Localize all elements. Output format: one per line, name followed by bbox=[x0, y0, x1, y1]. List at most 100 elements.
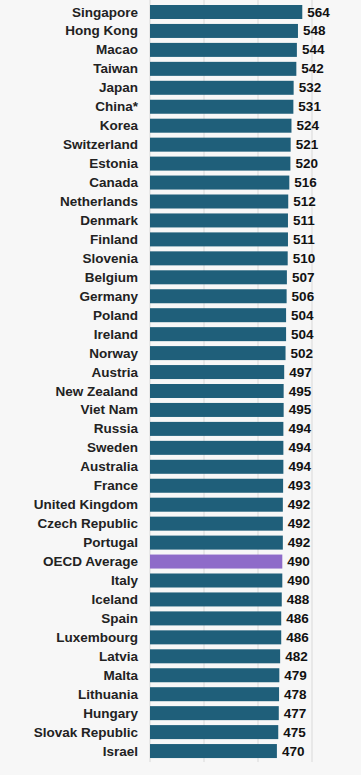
bar bbox=[150, 119, 291, 133]
data-label: 532 bbox=[299, 80, 322, 95]
bar bbox=[150, 327, 286, 341]
category-label: Singapore bbox=[72, 5, 139, 20]
data-label: 482 bbox=[285, 649, 308, 664]
category-label: OECD Average bbox=[43, 554, 139, 569]
category-label: Iceland bbox=[91, 592, 138, 607]
category-label: Israel bbox=[103, 744, 138, 759]
category-label: Poland bbox=[93, 308, 138, 323]
category-label: Slovak Republic bbox=[34, 725, 139, 740]
data-label: 504 bbox=[291, 308, 314, 323]
bar bbox=[150, 100, 293, 114]
data-label: 492 bbox=[288, 516, 311, 531]
bar bbox=[150, 422, 283, 436]
data-label: 494 bbox=[288, 440, 311, 455]
category-label: Viet Nam bbox=[80, 402, 138, 417]
category-label: United Kingdom bbox=[34, 497, 138, 512]
bar bbox=[150, 81, 294, 95]
bar bbox=[150, 536, 283, 550]
grid-line bbox=[258, 0, 259, 762]
category-label: Japan bbox=[99, 80, 138, 95]
data-label: 542 bbox=[301, 61, 324, 76]
bar bbox=[150, 460, 283, 474]
category-label: Germany bbox=[79, 289, 138, 304]
bar bbox=[150, 687, 279, 701]
category-label: Canada bbox=[89, 175, 138, 190]
category-label: Sweden bbox=[87, 440, 138, 455]
category-label: Spain bbox=[101, 611, 138, 626]
category-label: Taiwan bbox=[93, 61, 138, 76]
data-label: 521 bbox=[296, 137, 319, 152]
category-label: Malta bbox=[103, 668, 138, 683]
data-label: 479 bbox=[284, 668, 307, 683]
bar bbox=[150, 517, 283, 531]
bar bbox=[150, 384, 284, 398]
bar bbox=[150, 24, 298, 38]
data-label: 506 bbox=[292, 289, 315, 304]
data-label: 516 bbox=[294, 175, 317, 190]
data-label: 490 bbox=[287, 573, 310, 588]
data-label: 495 bbox=[289, 402, 312, 417]
data-label: 511 bbox=[293, 213, 315, 228]
data-label: 493 bbox=[288, 478, 311, 493]
data-label: 495 bbox=[289, 384, 312, 399]
category-label: Russia bbox=[94, 421, 139, 436]
category-label: Australia bbox=[80, 459, 138, 474]
data-label: 494 bbox=[288, 421, 311, 436]
data-label: 494 bbox=[288, 459, 311, 474]
bar bbox=[150, 668, 279, 682]
category-label: Netherlands bbox=[60, 194, 138, 209]
bar bbox=[150, 744, 277, 758]
bars bbox=[150, 5, 302, 758]
data-label: 492 bbox=[288, 535, 311, 550]
data-label: 486 bbox=[286, 630, 309, 645]
bar bbox=[150, 649, 280, 663]
data-label: 475 bbox=[283, 725, 306, 740]
data-label: 477 bbox=[284, 706, 307, 721]
category-label: Norway bbox=[89, 346, 138, 361]
bar bbox=[150, 213, 288, 227]
data-label: 486 bbox=[286, 611, 309, 626]
bar bbox=[150, 5, 302, 19]
grid bbox=[150, 0, 312, 762]
grid-line bbox=[312, 0, 313, 762]
bar bbox=[150, 346, 286, 360]
category-label: China* bbox=[95, 99, 139, 114]
data-label: 520 bbox=[295, 156, 318, 171]
data-label: 478 bbox=[284, 687, 307, 702]
category-label: Czech Republic bbox=[37, 516, 138, 531]
category-label: Hungary bbox=[83, 706, 138, 721]
category-label: Macao bbox=[96, 42, 138, 57]
data-label: 511 bbox=[293, 232, 315, 247]
bar bbox=[150, 365, 284, 379]
data-label: 502 bbox=[291, 346, 314, 361]
category-label: Estonia bbox=[89, 156, 138, 171]
grid-line bbox=[150, 0, 151, 762]
category-label: Hong Kong bbox=[65, 23, 138, 38]
category-label: Korea bbox=[100, 118, 139, 133]
category-label: Portugal bbox=[83, 535, 138, 550]
chart: Singapore564Hong Kong548Macao544Taiwan54… bbox=[0, 0, 361, 775]
bar bbox=[150, 574, 282, 588]
category-label: Slovenia bbox=[82, 251, 138, 266]
category-label: Latvia bbox=[99, 649, 139, 664]
bar bbox=[150, 270, 287, 284]
category-label: Lithuania bbox=[78, 687, 138, 702]
data-label: 512 bbox=[293, 194, 316, 209]
bar bbox=[150, 725, 278, 739]
category-label: Belgium bbox=[85, 270, 138, 285]
category-label: Austria bbox=[91, 365, 138, 380]
labels: Singapore564Hong Kong548Macao544Taiwan54… bbox=[34, 5, 331, 759]
bar bbox=[150, 630, 281, 644]
bar bbox=[150, 251, 288, 265]
category-label: Denmark bbox=[80, 213, 138, 228]
bar bbox=[150, 43, 297, 57]
bar bbox=[150, 479, 283, 493]
bar bbox=[150, 195, 288, 209]
bar bbox=[150, 232, 288, 246]
bar bbox=[150, 62, 296, 76]
bar bbox=[150, 611, 281, 625]
bar bbox=[150, 157, 290, 171]
bar bbox=[150, 498, 283, 512]
data-label: 524 bbox=[296, 118, 319, 133]
data-label: 490 bbox=[287, 554, 310, 569]
